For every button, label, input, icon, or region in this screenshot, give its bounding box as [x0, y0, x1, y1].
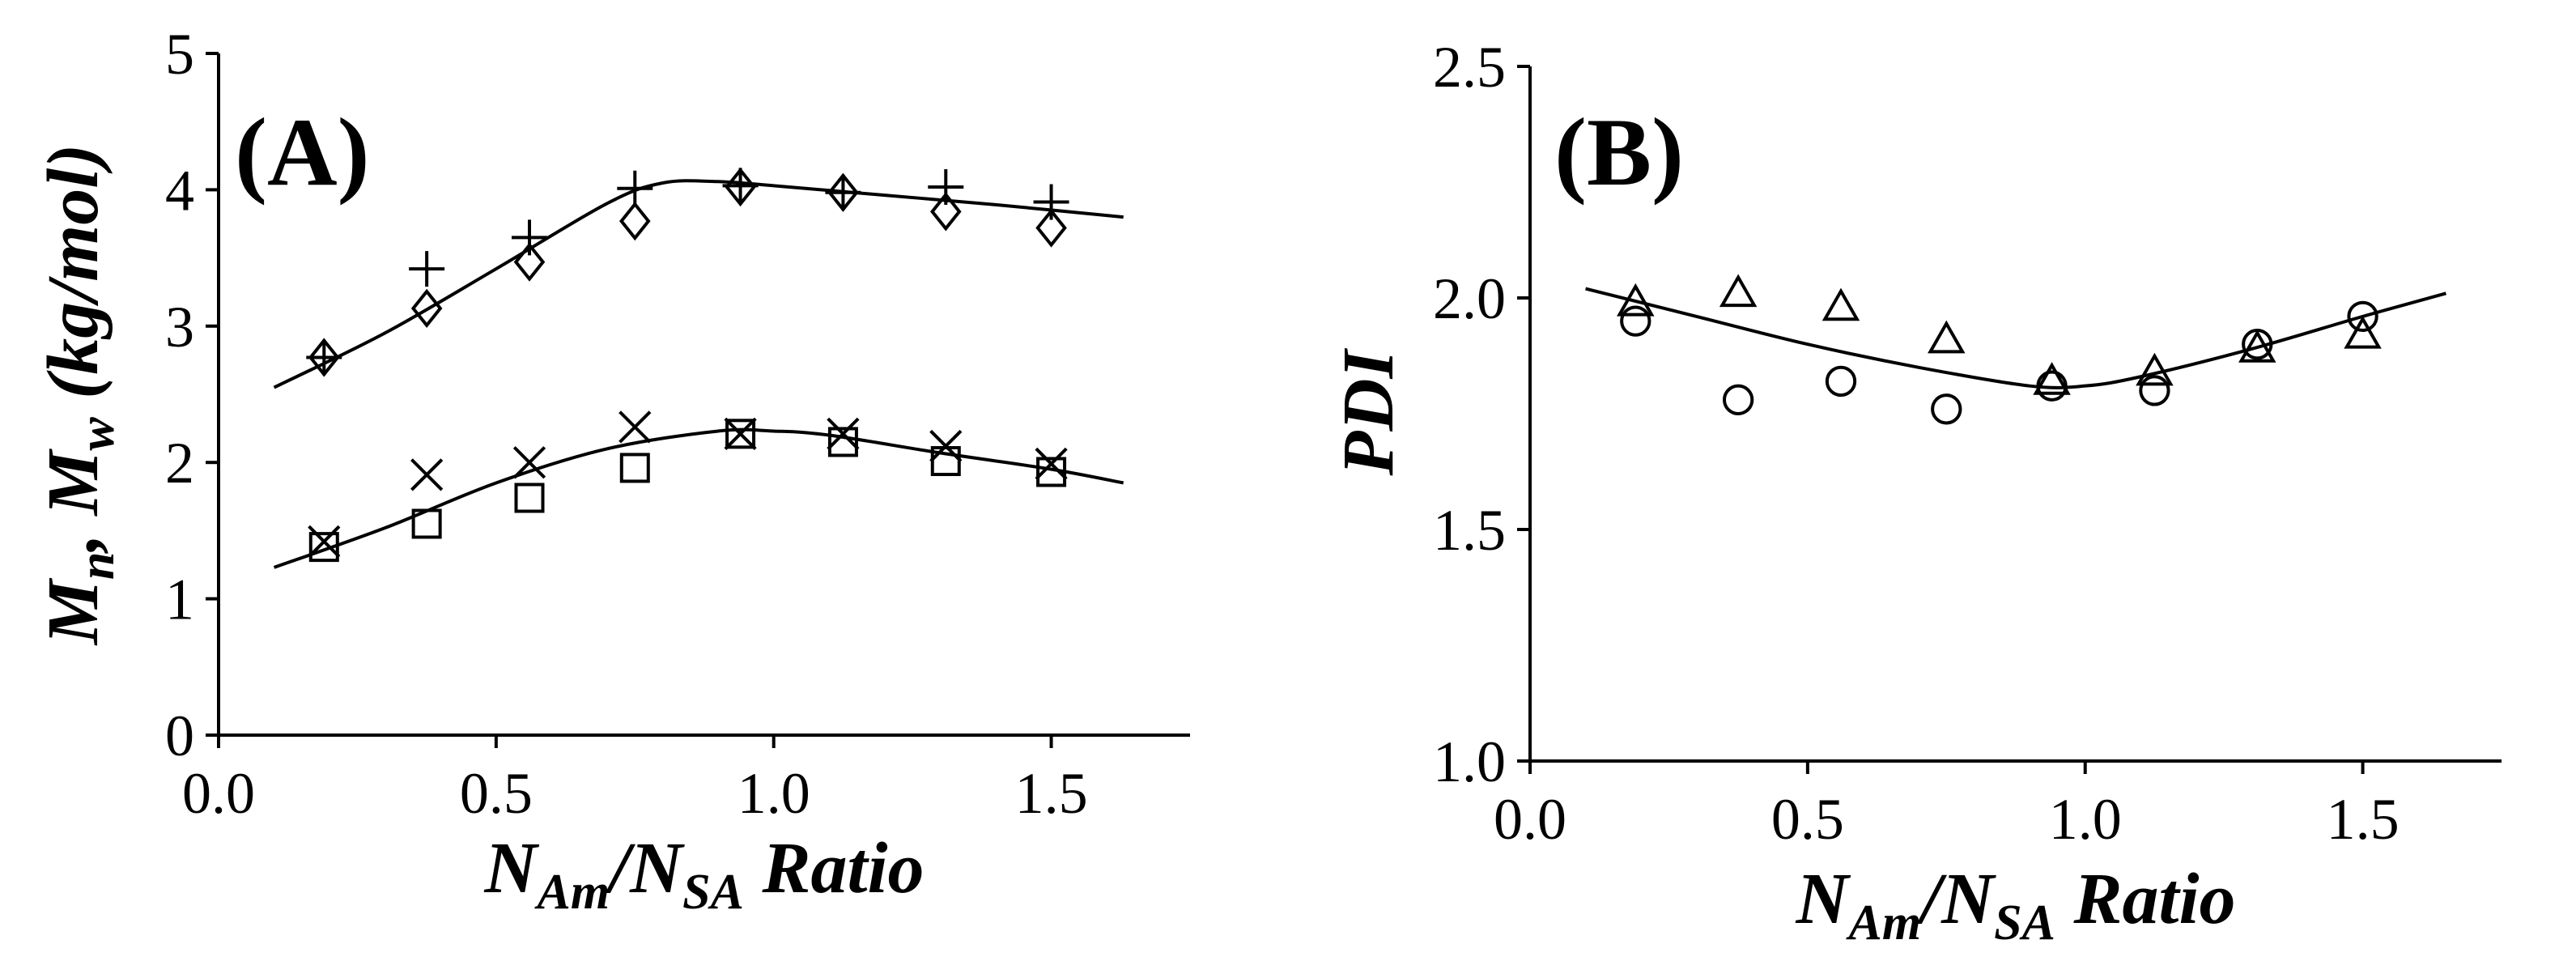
panel-a-cross-point — [512, 446, 546, 479]
y-tick-label: 3 — [165, 295, 194, 359]
panel-a-diamond-point — [308, 338, 340, 377]
panel-a-fit-curve-4 — [273, 179, 1124, 389]
y-tick-label: 1 — [165, 568, 194, 632]
panel-b-y-axis-title: PDI — [1328, 348, 1409, 477]
x-tick-label: 0.5 — [460, 761, 533, 826]
panel-a-cross-point — [827, 417, 860, 450]
panel-b-circle-point — [2347, 300, 2378, 333]
x-tick-label: 0.0 — [182, 761, 255, 826]
panel-a-diamond-point — [513, 242, 546, 282]
panel-b-circle-point — [1931, 393, 1962, 425]
panel-a-tag: (A) — [235, 98, 370, 206]
panel-b-triangle-point — [1719, 274, 1758, 308]
panel-a-square-point — [514, 483, 545, 513]
panel-b-triangle-point — [2238, 330, 2276, 363]
panel-a-square-point — [930, 446, 961, 477]
panel-a-marks — [273, 167, 1124, 569]
panel-a-plus-point — [617, 170, 653, 206]
panel-b-circle-point — [1825, 365, 1857, 398]
y-tick-label: 2 — [165, 431, 194, 495]
x-tick-label: 0.5 — [1771, 787, 1844, 852]
panel-a: 0.0 0.5 1.0 1.5 0 1 2 3 4 5 (A) NAm/NSA Ratio Mn,… — [33, 22, 1190, 920]
panel-a-ticks: 0.0 0.5 1.0 1.5 0 1 2 3 4 5 — [165, 22, 1088, 826]
panel-b-triangle-point — [2344, 315, 2382, 349]
panel-a-diamond-point — [930, 192, 962, 232]
x-tick-label: 0.0 — [1494, 787, 1566, 852]
panel-b-triangle-point — [2033, 362, 2071, 395]
y-tick-label: 2.5 — [1433, 35, 1506, 100]
panel-a-diamond-point — [1035, 208, 1067, 248]
panel-a-cross-point — [618, 410, 652, 444]
panel-a-x-axis-title: NAm/NSA Ratio — [484, 828, 925, 920]
y-tick-label: 5 — [165, 22, 194, 87]
panel-a-y-axis-title: Mn, Mw (kg/mol) — [33, 144, 125, 646]
panel-b-x-axis-title: NAm/NSA Ratio — [1796, 859, 2236, 950]
panel-a-cross-point — [724, 417, 757, 450]
panel-b-triangle-point — [1928, 320, 1966, 354]
panel-a-cross-point — [1035, 447, 1068, 480]
panel-b-tag: (B) — [1554, 98, 1684, 206]
panel-b-marks — [1585, 274, 2446, 425]
panel-b-circle-point — [1722, 384, 1754, 415]
panel-a-diamond-point — [619, 202, 651, 241]
panel-b-circle-point — [2139, 375, 2170, 406]
x-tick-label: 1.5 — [2327, 787, 2400, 852]
panel-b-triangle-point — [1821, 287, 1860, 321]
panel-b-circle-point — [1620, 305, 1651, 337]
panel-a-cross-point — [308, 525, 341, 558]
y-tick-label: 4 — [165, 158, 194, 223]
x-tick-label: 1.0 — [738, 761, 810, 826]
panel-b: 0.0 0.5 1.0 1.5 1.0 1.5 2.0 2.5 (B) NAm/NSA Rat… — [1328, 35, 2502, 950]
y-tick-label: 1.5 — [1433, 498, 1506, 563]
x-tick-label: 1.0 — [2049, 787, 2122, 852]
panel-a-diamond-point — [827, 172, 859, 212]
panel-a-cross-point — [410, 458, 444, 491]
panel-b-fit-curve-2 — [1585, 287, 2446, 389]
y-tick-label: 1.0 — [1433, 729, 1506, 794]
panel-a-square-point — [725, 419, 756, 449]
panel-a-square-point — [619, 453, 650, 483]
panel-a-square-point — [827, 427, 858, 457]
x-tick-label: 1.5 — [1015, 761, 1088, 826]
panel-a-plus-point — [1033, 184, 1069, 220]
panel-a-fit-curve-5 — [273, 427, 1124, 569]
panel-a-plus-point — [409, 251, 445, 287]
panel-b-ticks: 0.0 0.5 1.0 1.5 1.0 1.5 2.0 2.5 — [1433, 35, 2400, 852]
y-tick-label: 0 — [165, 704, 194, 768]
y-tick-label: 2.0 — [1433, 266, 1506, 331]
panel-a-square-point — [308, 532, 339, 563]
